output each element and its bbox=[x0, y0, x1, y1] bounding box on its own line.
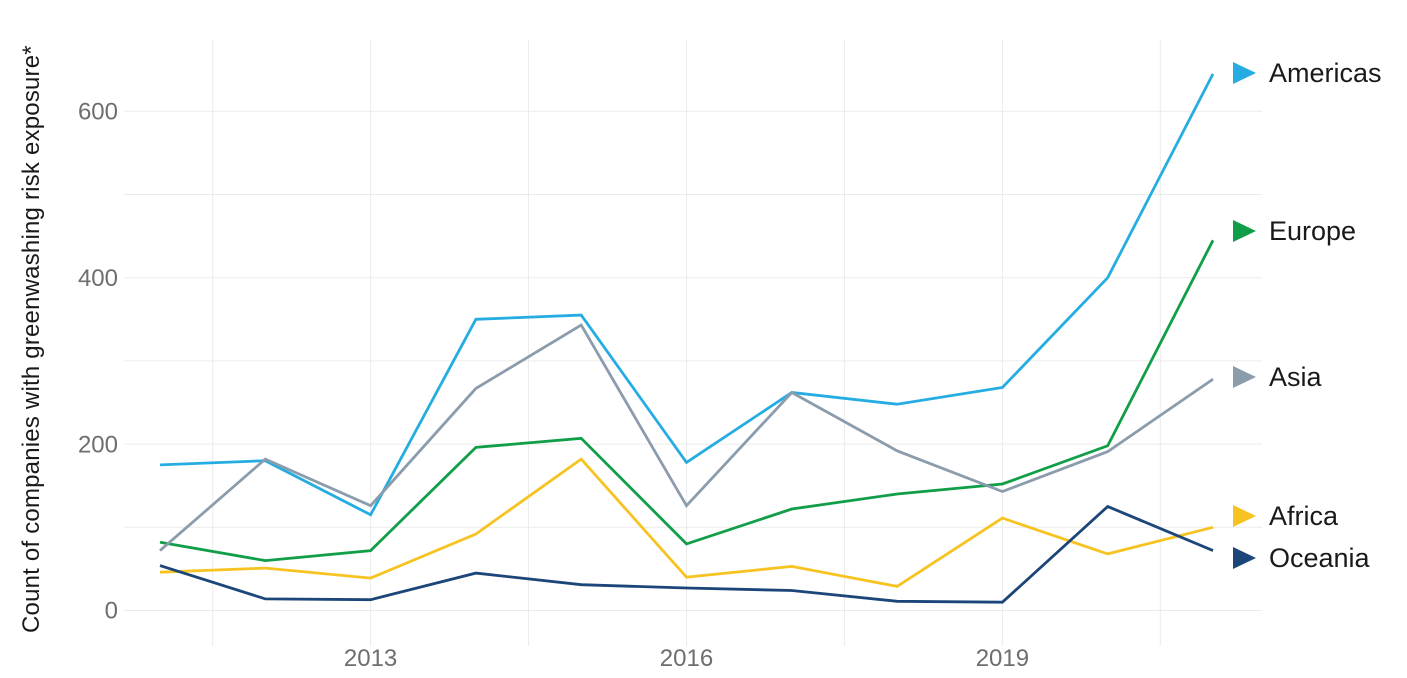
y-tick-label: 200 bbox=[78, 431, 118, 458]
x-tick-label: 2016 bbox=[660, 645, 713, 672]
y-tick-label: 0 bbox=[105, 598, 118, 625]
series-line-asia bbox=[159, 323, 1214, 552]
series-line-europe bbox=[159, 239, 1215, 563]
series-line-americas bbox=[159, 73, 1215, 517]
x-tick-label: 2019 bbox=[976, 645, 1029, 672]
x-tick-label: 2013 bbox=[344, 645, 397, 672]
series-line-africa bbox=[159, 457, 1214, 588]
y-tick-label: 600 bbox=[78, 98, 118, 125]
y-tick-label: 400 bbox=[78, 265, 118, 292]
series-line-oceania bbox=[159, 504, 1214, 604]
